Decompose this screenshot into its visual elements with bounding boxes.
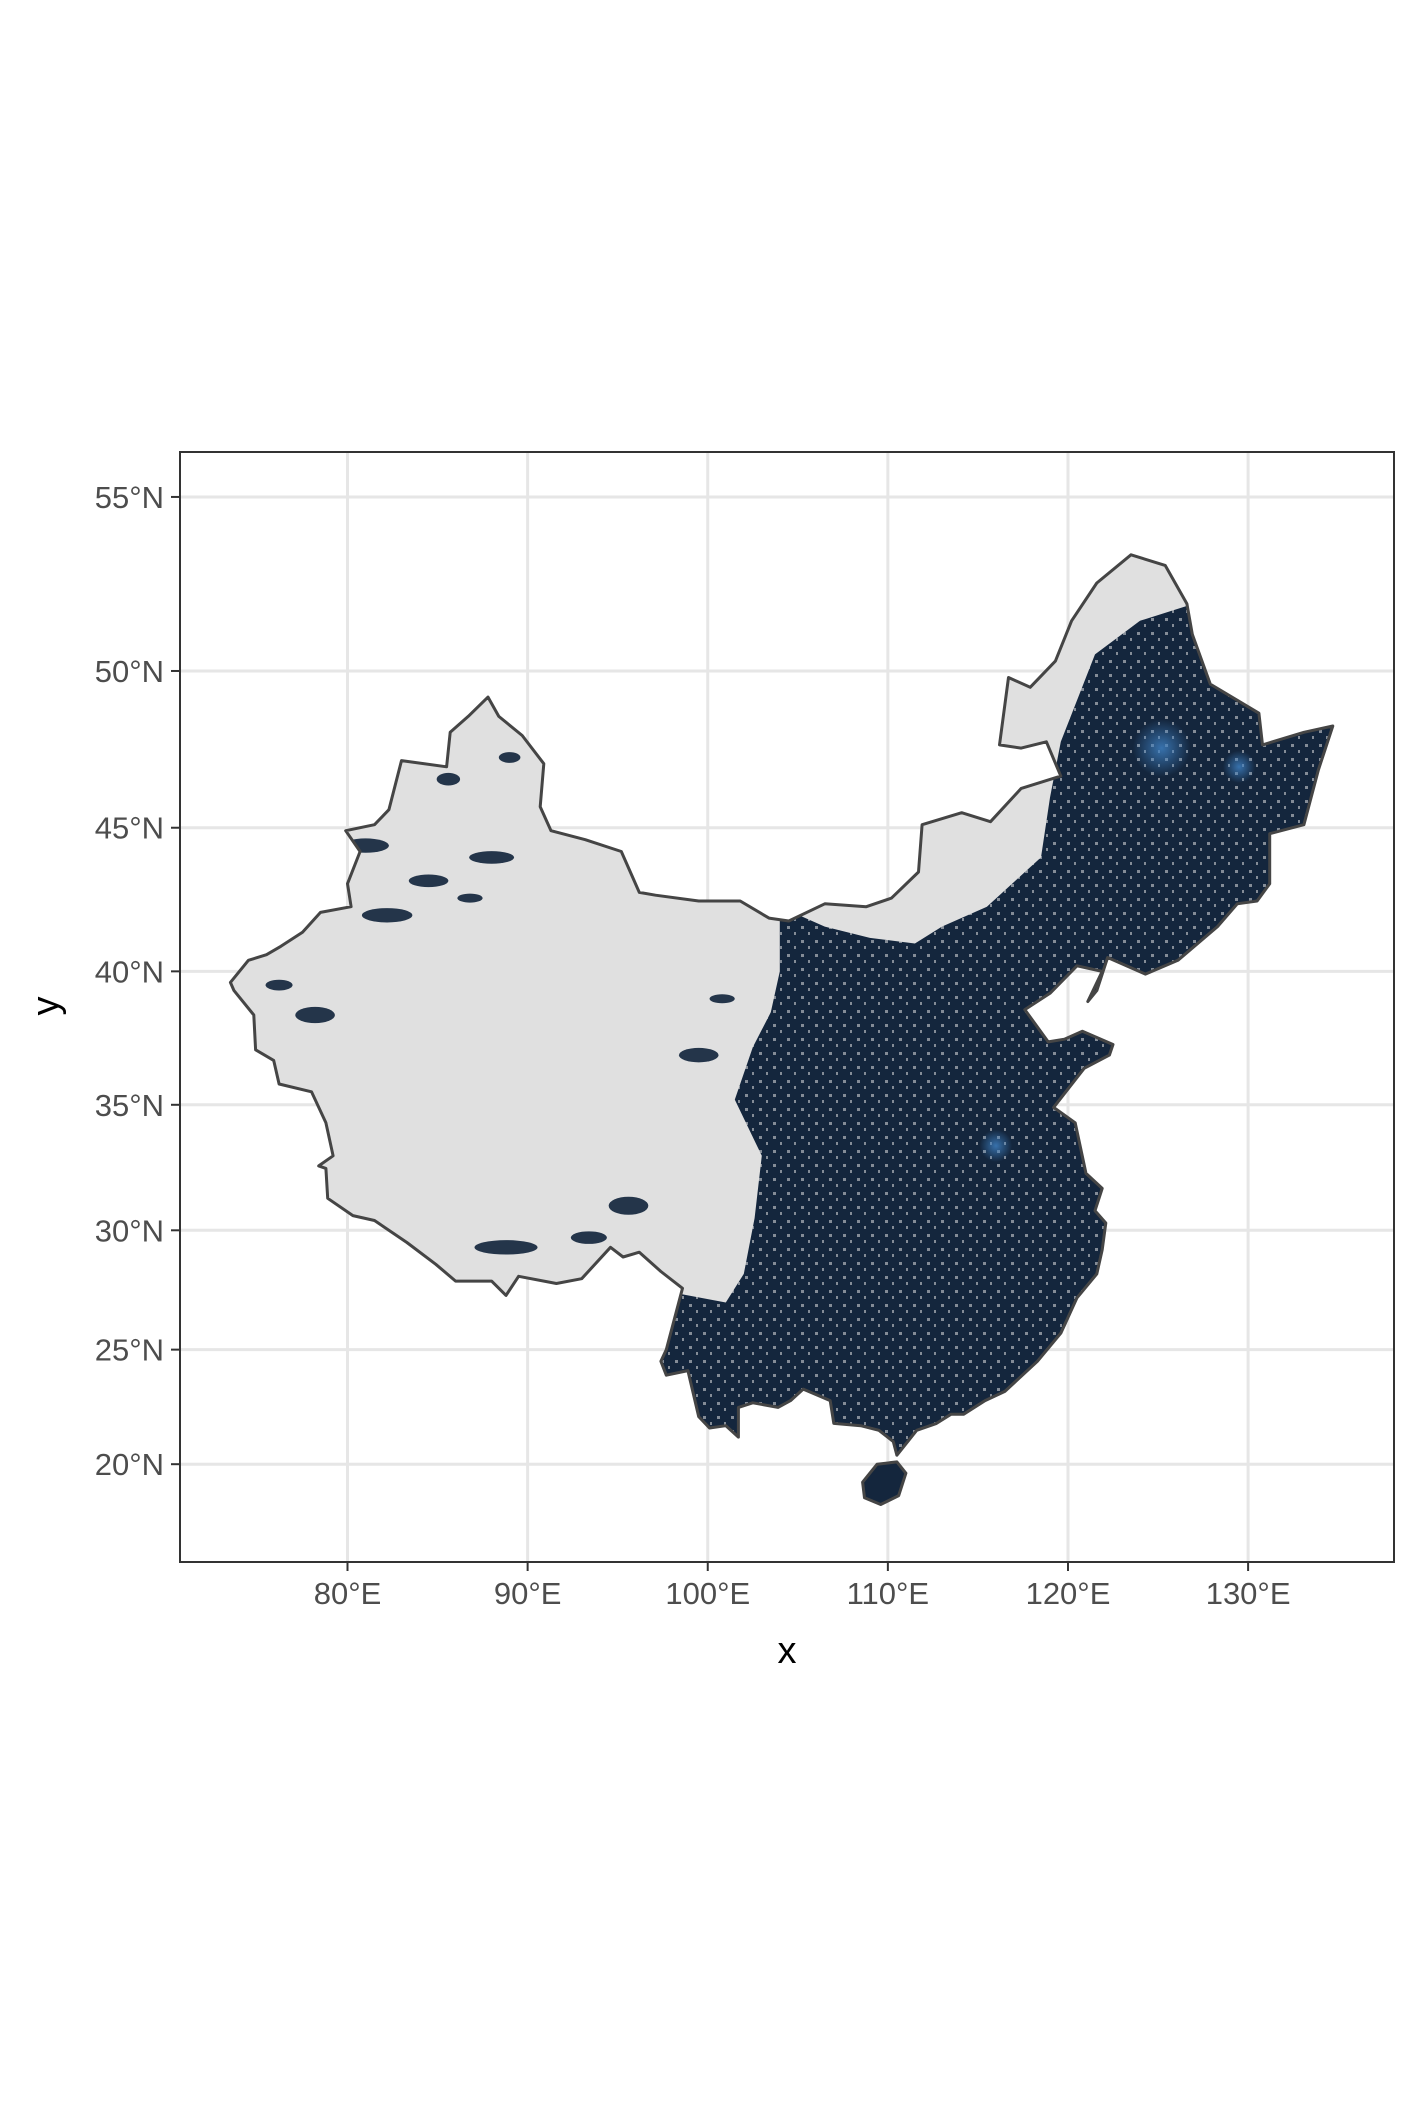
- y-tick-label: 55°N: [95, 480, 164, 515]
- country-outline: [228, 553, 1335, 1457]
- raster-patch: [709, 994, 735, 1004]
- raster-patch: [265, 979, 293, 991]
- y-tick-label: 20°N: [95, 1447, 164, 1482]
- y-tick-label: 25°N: [95, 1333, 164, 1368]
- raster-patches-west: [265, 752, 735, 1255]
- hainan-island: [861, 1460, 908, 1506]
- x-tick-label: 100°E: [665, 1576, 750, 1611]
- raster-patch: [295, 1006, 335, 1024]
- y-tick-label: 40°N: [95, 954, 164, 989]
- raster-patch: [570, 1231, 607, 1244]
- raster-highlight: [1222, 750, 1256, 784]
- x-tick-label: 90°E: [494, 1576, 562, 1611]
- raster-patch: [361, 908, 413, 923]
- x-tick-label: 80°E: [314, 1576, 382, 1611]
- panel-border: [179, 451, 1395, 1563]
- y-tick-label: 35°N: [95, 1088, 164, 1123]
- raster-patch: [678, 1047, 719, 1063]
- raster-patch: [436, 772, 461, 786]
- raster-highlight: [979, 1129, 1013, 1162]
- x-tick-label: 130°E: [1206, 1576, 1291, 1611]
- x-tick-label: 120°E: [1026, 1576, 1111, 1611]
- y-axis-title: y: [25, 997, 67, 1016]
- raster-patch: [608, 1196, 649, 1215]
- x-axis-title: x: [778, 1630, 797, 1672]
- y-tick-label: 30°N: [95, 1213, 164, 1248]
- raster-patch: [469, 851, 515, 864]
- raster-patch: [408, 874, 449, 888]
- raster-highlight: [1132, 719, 1191, 777]
- x-tick-label: 110°E: [847, 1576, 930, 1611]
- axis-ticks: 80°E 90°E 100°E 110°E 120°E 130°E 20°N 25°N 30°N…: [95, 480, 1291, 1611]
- y-tick-label: 50°N: [95, 654, 164, 689]
- y-tick-label: 45°N: [95, 811, 164, 846]
- raster-highlights: [979, 719, 1256, 1162]
- raster-patch: [498, 752, 521, 763]
- raster-patch: [474, 1240, 538, 1255]
- raster-patch: [457, 893, 483, 903]
